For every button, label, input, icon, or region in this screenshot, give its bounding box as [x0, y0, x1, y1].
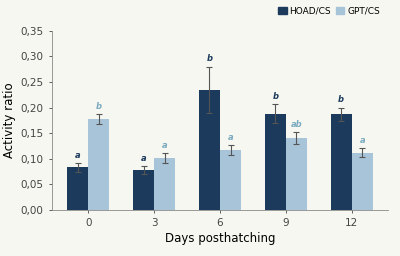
Bar	[154, 158, 175, 210]
Bar	[133, 170, 154, 210]
Bar	[286, 138, 307, 210]
Text: b: b	[96, 102, 102, 111]
Text: a: a	[228, 133, 233, 142]
Bar	[331, 114, 352, 210]
Legend: HOAD/CS, GPT/CS: HOAD/CS, GPT/CS	[275, 3, 384, 19]
Bar	[220, 150, 241, 210]
Text: ab: ab	[291, 120, 302, 129]
Bar	[67, 167, 88, 210]
Bar	[199, 90, 220, 210]
Text: a: a	[162, 141, 168, 150]
Bar	[352, 153, 373, 210]
Text: a: a	[141, 154, 146, 163]
Text: a: a	[75, 151, 80, 160]
Text: b: b	[338, 95, 344, 104]
Y-axis label: Activity ratio: Activity ratio	[3, 82, 16, 158]
X-axis label: Days posthatching: Days posthatching	[165, 232, 275, 246]
Text: b: b	[272, 92, 278, 101]
Text: a: a	[360, 136, 365, 145]
Bar	[88, 119, 109, 210]
Text: b: b	[206, 55, 212, 63]
Bar	[265, 114, 286, 210]
